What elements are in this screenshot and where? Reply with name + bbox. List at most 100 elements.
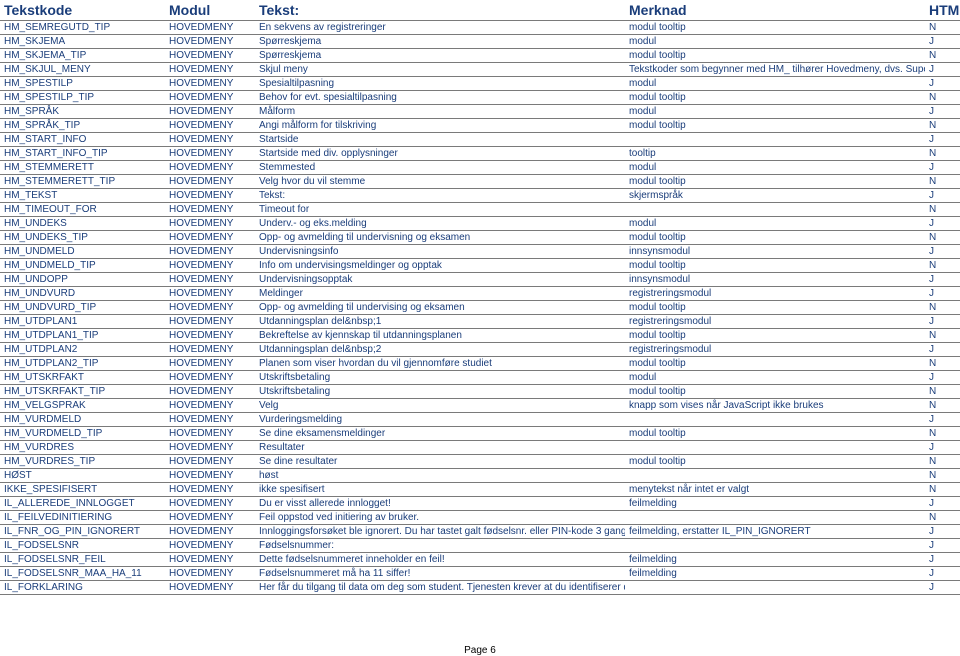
cell-html: J [925,189,960,203]
cell-code: HM_SPRÅK [0,105,165,119]
cell-tekst: Dette fødselsnummeret inneholder en feil… [255,553,625,567]
cell-tekst: Skjul meny [255,63,625,77]
table-row: IL_FORKLARINGHOVEDMENYHer får du tilgang… [0,581,960,595]
cell-tekst: Meldinger [255,287,625,301]
cell-tekst: Utdanningsplan del&nbsp;1 [255,315,625,329]
table-row: HM_TEKSTHOVEDMENYTekst:skjermspråkJ [0,189,960,203]
cell-merknad [625,203,925,217]
cell-merknad: innsynsmodul [625,273,925,287]
cell-html: J [925,217,960,231]
table-row: IL_FODSELSNR_FEILHOVEDMENYDette fødselsn… [0,553,960,567]
cell-merknad: modul tooltip [625,455,925,469]
cell-code: IL_ALLEREDE_INNLOGGET [0,497,165,511]
cell-modul: HOVEDMENY [165,35,255,49]
cell-code: HM_TEKST [0,189,165,203]
cell-html: J [925,63,960,77]
cell-merknad: modul [625,77,925,91]
cell-html: J [925,315,960,329]
cell-merknad [625,469,925,483]
table-row: HM_START_INFOHOVEDMENYStartsideJ [0,133,960,147]
cell-tekst: Vurderingsmelding [255,413,625,427]
cell-merknad: modul tooltip [625,119,925,133]
cell-html: J [925,287,960,301]
cell-code: HM_START_INFO [0,133,165,147]
cell-html: N [925,49,960,63]
cell-html: N [925,469,960,483]
cell-tekst: Målform [255,105,625,119]
table-row: HM_SPRÅK_TIPHOVEDMENYAngi målform for ti… [0,119,960,133]
table-row: HM_SEMREGUTD_TIPHOVEDMENYEn sekvens av r… [0,21,960,35]
header-code: Tekstkode [0,0,165,21]
cell-merknad: feilmelding, erstatter IL_PIN_IGNORERT [625,525,925,539]
table-row: HØSTHOVEDMENYhøstN [0,469,960,483]
cell-html: N [925,91,960,105]
cell-merknad: modul tooltip [625,91,925,105]
cell-html: J [925,105,960,119]
table-row: HM_SKJEMA_TIPHOVEDMENYSpørreskjemamodul … [0,49,960,63]
cell-code: HM_VURDMELD [0,413,165,427]
cell-merknad [625,133,925,147]
cell-merknad: skjermspråk [625,189,925,203]
cell-html: J [925,567,960,581]
table-row: HM_VELGSPRAKHOVEDMENYVelgknapp som vises… [0,399,960,413]
cell-html: J [925,581,960,595]
table-row: HM_UNDMELDHOVEDMENYUndervisningsinfoinns… [0,245,960,259]
cell-modul: HOVEDMENY [165,105,255,119]
cell-merknad: feilmelding [625,497,925,511]
cell-tekst: Behov for evt. spesialtilpasning [255,91,625,105]
cell-html: J [925,35,960,49]
cell-tekst: Fødselsnummeret må ha 11 siffer! [255,567,625,581]
cell-code: HM_UNDVURD [0,287,165,301]
table-row: HM_SPESTILP_TIPHOVEDMENYBehov for evt. s… [0,91,960,105]
cell-modul: HOVEDMENY [165,217,255,231]
cell-code: HM_SKJEMA [0,35,165,49]
cell-modul: HOVEDMENY [165,245,255,259]
table-row: HM_UTSKRFAKTHOVEDMENYUtskriftsbetalingmo… [0,371,960,385]
cell-html: N [925,399,960,413]
cell-html: J [925,133,960,147]
cell-html: N [925,385,960,399]
cell-modul: HOVEDMENY [165,371,255,385]
cell-tekst: Se dine eksamensmeldinger [255,427,625,441]
cell-html: J [925,273,960,287]
table-row: HM_VURDMELD_TIPHOVEDMENYSe dine eksamens… [0,427,960,441]
cell-merknad: registreringsmodul [625,315,925,329]
cell-merknad: Tekstkoder som begynner med HM_ tilhører… [625,63,925,77]
cell-code: IL_FORKLARING [0,581,165,595]
cell-code: HM_SPESTILP [0,77,165,91]
cell-modul: HOVEDMENY [165,21,255,35]
cell-code: HM_UNDVURD_TIP [0,301,165,315]
cell-html: J [925,371,960,385]
cell-merknad: modul tooltip [625,49,925,63]
cell-html: N [925,483,960,497]
cell-modul: HOVEDMENY [165,469,255,483]
cell-merknad: modul tooltip [625,175,925,189]
cell-html: N [925,427,960,441]
cell-merknad: modul tooltip [625,21,925,35]
cell-code: HM_UTSKRFAKT [0,371,165,385]
header-merknad: Merknad [625,0,925,21]
cell-code: HM_UTDPLAN1_TIP [0,329,165,343]
table-row: HM_VURDMELDHOVEDMENYVurderingsmeldingJ [0,413,960,427]
cell-merknad: registreringsmodul [625,343,925,357]
table-row: HM_STEMMERETTHOVEDMENYStemmestedmodulJ [0,161,960,175]
table-row: IL_FODSELSNRHOVEDMENYFødselsnummer:J [0,539,960,553]
cell-tekst: Startside [255,133,625,147]
table-row: IL_FEILVEDINITIERINGHOVEDMENYFeil oppsto… [0,511,960,525]
cell-html: J [925,343,960,357]
cell-html: N [925,175,960,189]
table-body: HM_SEMREGUTD_TIPHOVEDMENYEn sekvens av r… [0,21,960,595]
header-html: HTML-mulig [925,0,960,21]
cell-merknad: registreringsmodul [625,287,925,301]
cell-merknad: modul [625,35,925,49]
cell-html: J [925,161,960,175]
cell-html: N [925,203,960,217]
cell-code: HM_SKJUL_MENY [0,63,165,77]
cell-tekst: Underv.- og eks.melding [255,217,625,231]
table-row: HM_UNDVURDHOVEDMENYMeldingerregistrering… [0,287,960,301]
cell-modul: HOVEDMENY [165,483,255,497]
cell-merknad: modul [625,105,925,119]
cell-html: J [925,497,960,511]
cell-modul: HOVEDMENY [165,77,255,91]
cell-code: HM_VURDRES [0,441,165,455]
